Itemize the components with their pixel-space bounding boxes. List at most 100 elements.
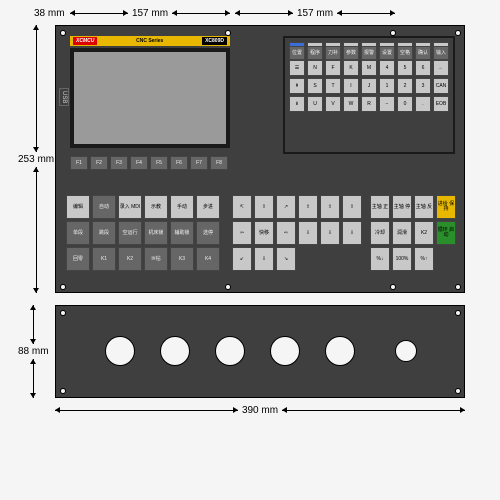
spindle-key[interactable]: 润滑 (392, 221, 412, 245)
jog-key[interactable]: ⇩ (254, 247, 274, 271)
mode-key[interactable]: 辅助锁 (170, 221, 194, 245)
page-key[interactable]: 参数 (343, 46, 359, 60)
mode-key[interactable]: 空运行 (118, 221, 142, 245)
alpha-key[interactable]: J (361, 78, 377, 94)
mode-key[interactable]: 跳段 (92, 221, 116, 245)
jog-key[interactable]: ⇩ (320, 221, 340, 245)
spindle-hole (270, 336, 300, 366)
alpha-key[interactable]: V (325, 96, 341, 112)
jog-key[interactable]: ⇧ (298, 195, 318, 219)
alpha-key[interactable]: 1 (379, 78, 395, 94)
mode-key[interactable]: 手动 (170, 195, 194, 219)
jog-key[interactable]: ⇧ (320, 195, 340, 219)
spindle-hole (325, 336, 355, 366)
alpha-key[interactable]: 2 (397, 78, 413, 94)
alpha-key[interactable]: T (325, 78, 341, 94)
spindle-key[interactable]: %↑ (414, 247, 434, 271)
alpha-key[interactable]: 0 (397, 96, 413, 112)
alpha-key[interactable]: ⇞ (289, 78, 305, 94)
mode-key[interactable]: 选停 (196, 221, 220, 245)
alpha-key[interactable]: M (361, 60, 377, 76)
fkey-f8[interactable]: F8 (210, 156, 228, 170)
spindle-key[interactable]: 循环 启动 (436, 221, 456, 245)
mount-hole (390, 30, 396, 36)
fkey-f5[interactable]: F5 (150, 156, 168, 170)
mode-key[interactable]: 自动 (92, 195, 116, 219)
spindle-key[interactable]: 冷却 (370, 221, 390, 245)
mount-hole (455, 388, 461, 394)
jog-key[interactable]: ⇧ (254, 195, 274, 219)
alpha-key[interactable]: EOB (433, 96, 449, 112)
page-key[interactable]: 空格 (397, 46, 413, 60)
jog-key[interactable]: ↸ (232, 195, 252, 219)
dim-top-2: 157 mm (70, 8, 230, 19)
jog-key[interactable]: ↗ (276, 195, 296, 219)
mode-key[interactable]: I#钻 (144, 247, 168, 271)
jog-key[interactable]: ↙ (232, 247, 252, 271)
mode-key[interactable]: K4 (196, 247, 220, 271)
page-key[interactable]: 设置 (379, 46, 395, 60)
page-key[interactable]: 确认 (415, 46, 431, 60)
alpha-key[interactable]: 5 (397, 60, 413, 76)
fkey-f3[interactable]: F3 (110, 156, 128, 170)
fkey-f4[interactable]: F4 (130, 156, 148, 170)
fkey-f6[interactable]: F6 (170, 156, 188, 170)
mode-key[interactable]: 单段 (66, 221, 90, 245)
mount-hole (225, 30, 231, 36)
alpha-key[interactable]: R (361, 96, 377, 112)
mode-key-grid: 编辑自动录入 MDI示教手动步进单段跳段空运行机床锁辅助锁选停回零K1K2I#钻… (66, 195, 220, 271)
spindle-hole (105, 336, 135, 366)
alpha-key[interactable]: . (415, 96, 431, 112)
spindle-key[interactable]: 100% (392, 247, 412, 271)
mode-key[interactable]: 编辑 (66, 195, 90, 219)
alpha-key[interactable]: − (379, 96, 395, 112)
alpha-key[interactable]: ⇟ (289, 96, 305, 112)
spindle-key[interactable]: %↓ (370, 247, 390, 271)
mount-hole (60, 388, 66, 394)
alpha-key[interactable]: 3 (415, 78, 431, 94)
jog-key[interactable]: 快移 (254, 221, 274, 245)
mount-hole (455, 30, 461, 36)
fkey-f2[interactable]: F2 (90, 156, 108, 170)
mount-hole (60, 310, 66, 316)
mode-key[interactable]: 机床锁 (144, 221, 168, 245)
page-key[interactable]: 刀补 (325, 46, 341, 60)
alpha-key[interactable]: N (307, 60, 323, 76)
jog-key[interactable]: ⇩ (298, 221, 318, 245)
page-key[interactable]: 报警 (361, 46, 377, 60)
jog-key[interactable]: ⇨ (276, 221, 296, 245)
mode-key[interactable]: 步进 (196, 195, 220, 219)
alpha-key[interactable]: ← (433, 60, 449, 76)
alpha-key[interactable]: CAN (433, 78, 449, 94)
mode-key[interactable]: K3 (170, 247, 194, 271)
page-key[interactable]: 位置 (289, 46, 305, 60)
mode-key[interactable]: K2 (118, 247, 142, 271)
alpha-key[interactable]: U (307, 96, 323, 112)
mode-key[interactable]: 录入 MDI (118, 195, 142, 219)
alpha-key[interactable]: I (343, 78, 359, 94)
spindle-key[interactable]: 主轴 正 (370, 195, 390, 219)
jog-key[interactable]: ⇧ (342, 195, 362, 219)
mode-key[interactable]: 示教 (144, 195, 168, 219)
mount-hole (455, 284, 461, 290)
alpha-key[interactable]: S (307, 78, 323, 94)
mode-key[interactable]: K1 (92, 247, 116, 271)
fkey-f1[interactable]: F1 (70, 156, 88, 170)
fkey-f7[interactable]: F7 (190, 156, 208, 170)
alpha-key[interactable]: F (325, 60, 341, 76)
spindle-key[interactable]: K2 (414, 221, 434, 245)
alpha-key[interactable]: ☰ (289, 60, 305, 76)
spindle-key[interactable]: 进给 保持 (436, 195, 456, 219)
alpha-key[interactable]: 6 (415, 60, 431, 76)
page-key[interactable]: 输入 (433, 46, 449, 60)
spindle-key[interactable]: 主轴 反 (414, 195, 434, 219)
alpha-key[interactable]: 4 (379, 60, 395, 76)
alpha-key[interactable]: W (343, 96, 359, 112)
jog-key[interactable]: ↘ (276, 247, 296, 271)
alpha-key[interactable]: K (343, 60, 359, 76)
jog-key[interactable]: ⇦ (232, 221, 252, 245)
mode-key[interactable]: 回零 (66, 247, 90, 271)
page-key[interactable]: 程序 (307, 46, 323, 60)
spindle-key[interactable]: 主轴 停 (392, 195, 412, 219)
jog-key[interactable]: ⇩ (342, 221, 362, 245)
